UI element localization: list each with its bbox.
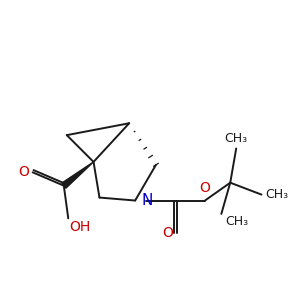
Text: OH: OH xyxy=(70,220,91,234)
Text: CH₃: CH₃ xyxy=(225,215,248,228)
Text: CH₃: CH₃ xyxy=(265,188,288,201)
Text: N: N xyxy=(141,193,152,208)
Text: O: O xyxy=(200,181,210,195)
Text: O: O xyxy=(18,165,29,179)
Text: O: O xyxy=(162,226,173,240)
Text: CH₃: CH₃ xyxy=(225,132,248,145)
Polygon shape xyxy=(62,162,94,188)
